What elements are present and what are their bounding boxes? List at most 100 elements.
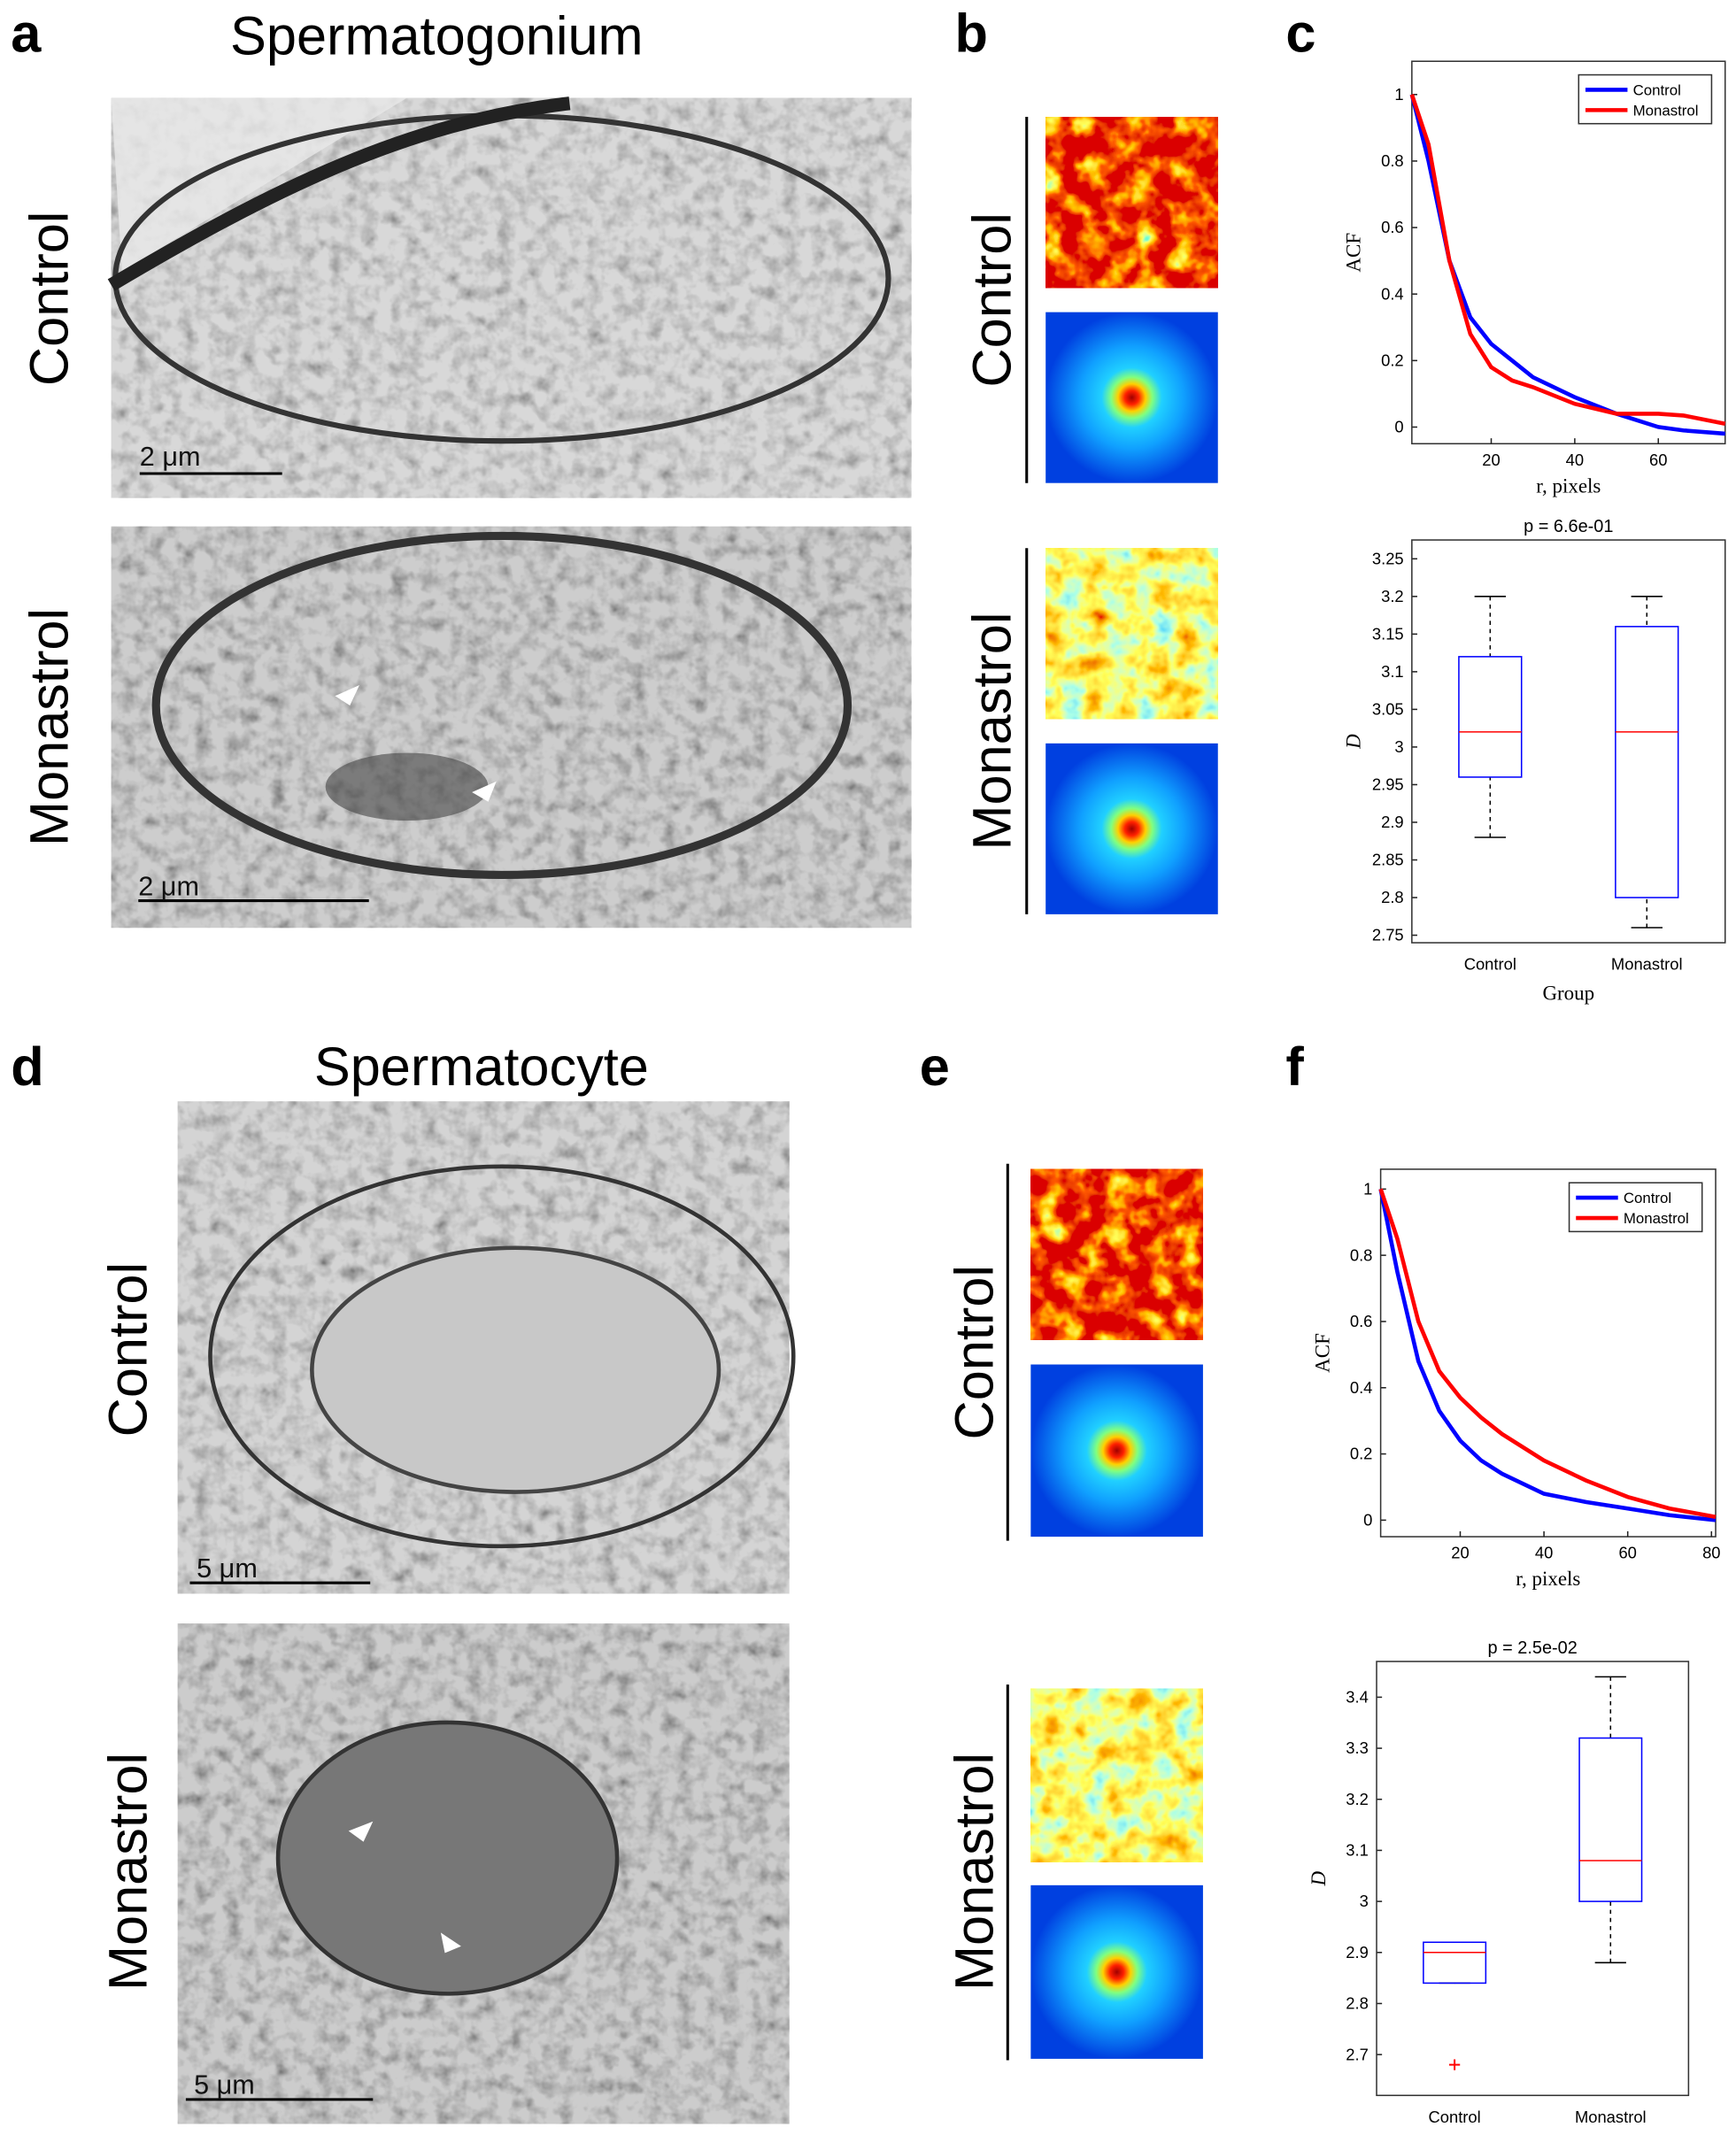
- x-axis-label: Group: [1542, 982, 1594, 1004]
- legend-box: [1568, 1182, 1703, 1233]
- y-tick-label: 3.05: [1372, 700, 1404, 719]
- y-tick-label: 2.8: [1381, 888, 1404, 906]
- y-tick-label: 0.6: [1381, 218, 1404, 236]
- panel-letter: f: [1285, 1037, 1304, 1097]
- acf-map: [1030, 1364, 1203, 1538]
- panel-letter: b: [955, 4, 988, 64]
- axes-frame: [1376, 1661, 1690, 2097]
- legend-label: Monastrol: [1624, 1210, 1689, 1227]
- outlier: [1448, 2059, 1461, 2070]
- y-tick-label: 0.6: [1350, 1312, 1373, 1330]
- y-tick-label: 0: [1394, 418, 1403, 436]
- x-axis-label: r, pixels: [1536, 474, 1601, 497]
- row-label: Monastrol: [961, 613, 1022, 851]
- y-tick-label: 0.2: [1350, 1445, 1373, 1463]
- section-title: Spermatogonium: [230, 6, 644, 66]
- scale-label: 5 μm: [197, 1553, 258, 1584]
- x-tick-label: 20: [1451, 1544, 1469, 1562]
- y-tick-label: 0.8: [1350, 1245, 1373, 1264]
- panel-letter: c: [1285, 4, 1316, 64]
- y-tick-label: 0.4: [1381, 284, 1404, 303]
- micrograph: [111, 526, 912, 929]
- y-tick-label: 1: [1363, 1179, 1372, 1198]
- y-axis-label: ACF: [1311, 1333, 1333, 1373]
- y-tick-label: 2.9: [1381, 813, 1404, 831]
- acf-map: [1045, 743, 1218, 914]
- axes-frame: [1411, 60, 1726, 445]
- y-tick-label: 3.3: [1346, 1738, 1369, 1757]
- y-tick-label: 3.4: [1346, 1688, 1369, 1707]
- row-label: Control: [944, 1265, 1004, 1440]
- legend-label: Control: [1633, 82, 1681, 99]
- y-tick-label: 0.2: [1381, 351, 1404, 369]
- density-map: [1045, 117, 1218, 289]
- series-line: [1378, 1188, 1717, 1522]
- y-tick-label: 3: [1360, 1892, 1369, 1910]
- y-tick-label: 2.7: [1346, 2045, 1369, 2063]
- acf-map: [1030, 1885, 1203, 2059]
- x-tick-label: Control: [1428, 2108, 1480, 2126]
- box: [1578, 1737, 1643, 1902]
- y-tick-label: 0: [1363, 1511, 1372, 1530]
- y-axis-label: D: [1343, 734, 1365, 750]
- box: [1615, 626, 1679, 898]
- micrograph: [177, 1101, 796, 1594]
- legend-label: Monastrol: [1633, 103, 1699, 119]
- y-tick-label: 3.2: [1346, 1790, 1369, 1808]
- y-tick-label: 1: [1394, 85, 1403, 104]
- row-label: Control: [961, 212, 1022, 387]
- x-tick-label: 60: [1649, 451, 1667, 469]
- y-tick-label: 2.75: [1372, 926, 1404, 944]
- y-axis-label: ACF: [1343, 233, 1365, 273]
- chart-title: p = 6.6e-01: [1524, 517, 1613, 536]
- panel-letter: d: [11, 1037, 43, 1097]
- scale-label: 2 μm: [138, 871, 199, 901]
- box: [1423, 1941, 1487, 1985]
- legend-label: Control: [1624, 1190, 1671, 1206]
- series-line: [1409, 94, 1726, 426]
- row-label: Monastrol: [944, 1753, 1004, 1991]
- panel-letter: e: [920, 1037, 950, 1097]
- x-tick-label: Monastrol: [1575, 2108, 1647, 2126]
- x-axis-label: r, pixels: [1516, 1568, 1580, 1590]
- scale-label: 2 μm: [140, 442, 201, 472]
- y-tick-label: 3: [1394, 737, 1403, 756]
- x-tick-label: 60: [1618, 1544, 1636, 1562]
- axes-frame: [1379, 1168, 1717, 1538]
- y-tick-label: 3.15: [1372, 624, 1404, 643]
- y-tick-label: 2.8: [1346, 1994, 1369, 2013]
- micrograph: [177, 1623, 790, 2124]
- x-tick-label: 40: [1535, 1544, 1553, 1562]
- scale-label: 5 μm: [194, 2070, 255, 2100]
- y-tick-label: 0.8: [1381, 151, 1404, 170]
- row-label: Monastrol: [97, 1753, 158, 1991]
- y-tick-label: 3.1: [1346, 1841, 1369, 1860]
- series-line: [1409, 94, 1725, 436]
- box: [1458, 656, 1523, 778]
- x-tick-label: 80: [1702, 1544, 1720, 1562]
- acf-map: [1045, 312, 1218, 483]
- panel-letter: a: [11, 4, 42, 64]
- y-tick-label: 2.95: [1372, 775, 1404, 794]
- y-tick-label: 2.85: [1372, 851, 1404, 869]
- y-tick-label: 3.1: [1381, 662, 1404, 681]
- x-tick-label: Control: [1464, 955, 1516, 974]
- y-tick-label: 3.2: [1381, 587, 1404, 605]
- section-title: Spermatocyte: [314, 1037, 649, 1097]
- row-label: Control: [19, 212, 80, 387]
- y-axis-label: D: [1308, 1870, 1330, 1886]
- axes-frame: [1411, 539, 1726, 944]
- chart-title: p = 2.5e-02: [1488, 1638, 1578, 1658]
- series-line: [1378, 1188, 1717, 1519]
- density-map: [1030, 1168, 1203, 1340]
- y-tick-label: 0.4: [1350, 1378, 1373, 1397]
- y-tick-label: 2.9: [1346, 1943, 1369, 1962]
- density-map: [1030, 1688, 1203, 1862]
- row-label: Control: [97, 1262, 158, 1437]
- x-tick-label: 20: [1482, 451, 1500, 469]
- x-tick-label: Monastrol: [1611, 955, 1683, 974]
- x-tick-label: 40: [1566, 451, 1584, 469]
- legend-box: [1578, 73, 1713, 125]
- micrograph: [107, 96, 912, 498]
